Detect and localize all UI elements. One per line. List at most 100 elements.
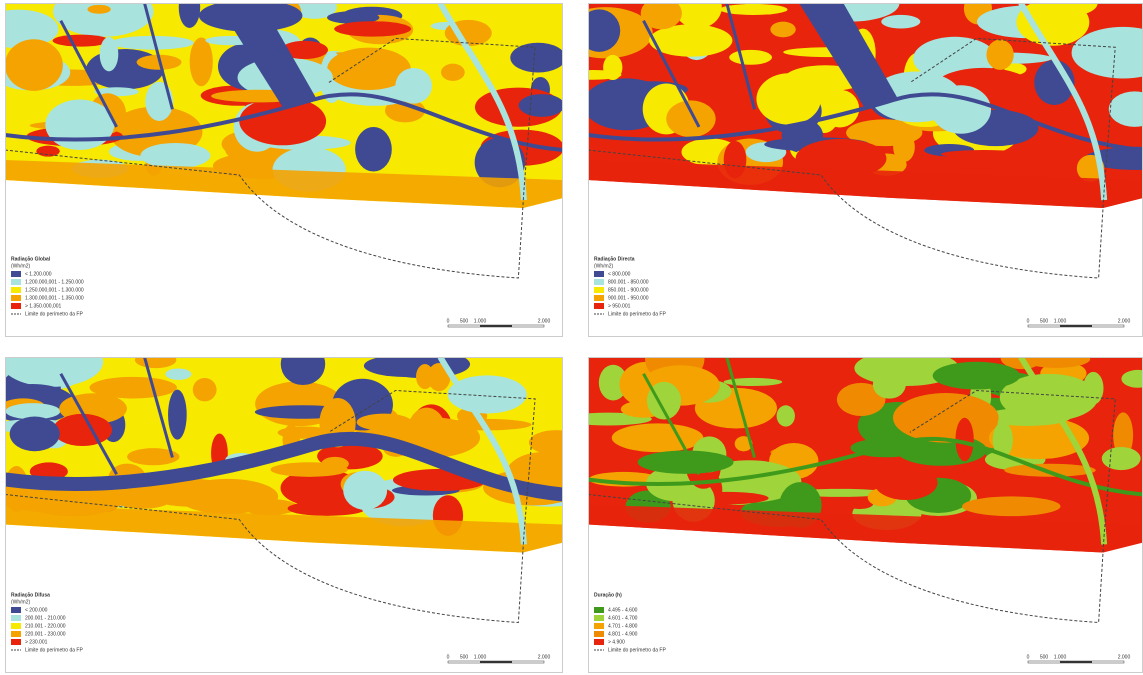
scale-label: 2.000 (538, 654, 551, 660)
legend-label: 220.001 - 230.000 (25, 631, 66, 637)
legend-label: Limite do perímetro da FP (608, 311, 666, 317)
map-panel: Duração (h) 4.495 - 4.600 4.601 - 4.700 4.7… (588, 357, 1143, 673)
legend-label: 4.701 - 4.800 (608, 623, 638, 629)
legend-label: < 800.000 (608, 271, 631, 277)
legend-swatch (594, 607, 604, 613)
map-patch (638, 450, 734, 473)
legend-label: Limite do perímetro da FP (25, 311, 83, 317)
legend-title: Duração (h) (594, 592, 622, 598)
legend-swatch (11, 287, 21, 293)
map-raster (5, 357, 563, 673)
legend-label: 4.601 - 4.700 (608, 615, 638, 621)
legend-title: Radiação Directa (594, 256, 635, 262)
legend-swatch (594, 639, 604, 645)
map-patch (53, 35, 110, 47)
map-patch (100, 37, 119, 71)
map-patch (874, 465, 937, 500)
map-patch (603, 55, 622, 80)
scale-label: 1.000 (474, 318, 487, 324)
legend-label: < 200.000 (25, 607, 48, 613)
map-patch (770, 22, 795, 38)
scale-label: 2.000 (1118, 318, 1131, 324)
scale-label: 500 (1040, 654, 1049, 660)
map-patch (962, 496, 1060, 516)
scale-bar (1060, 661, 1092, 663)
scale-label: 1.000 (474, 654, 487, 660)
legend-swatch (594, 631, 604, 637)
legend-label: > 230.001 (25, 639, 48, 645)
map-patch (53, 414, 112, 446)
map-patch (395, 68, 432, 104)
map-patch (87, 5, 110, 14)
map-patch (165, 368, 191, 379)
map-patch (193, 378, 217, 401)
legend-label: 4.801 - 4.900 (608, 631, 638, 637)
legend-title: Radiação Global (11, 256, 51, 262)
legend-swatch (594, 623, 604, 629)
map-panel: Radiação Directa(Wh/m2)< 800.000800.001 … (588, 3, 1143, 337)
scale-label: 0 (447, 654, 450, 660)
map-patch (748, 358, 836, 371)
legend-label: 900.001 - 950.000 (608, 295, 649, 301)
scale-label: 2.000 (538, 318, 551, 324)
legend-swatch (11, 631, 21, 637)
legend-swatch (11, 303, 21, 309)
map-patch (729, 50, 772, 65)
scale-label: 2.000 (1118, 654, 1131, 660)
legend-label: > 950.001 (608, 303, 631, 309)
map-patch (986, 40, 1013, 70)
legend-unit: (Wh/m2) (594, 263, 614, 269)
legend-unit: (Wh/m2) (11, 263, 31, 269)
map-patch (931, 85, 991, 134)
map-raster (588, 357, 1143, 673)
map-patch (777, 405, 795, 426)
legend-swatch (11, 615, 21, 621)
map-patch (190, 37, 213, 86)
scale-label: 0 (447, 318, 450, 324)
legend-swatch (11, 607, 21, 613)
legend-swatch (11, 295, 21, 301)
map-patch (519, 94, 563, 117)
map-patch (612, 423, 704, 452)
map-patch (45, 100, 114, 150)
legend-label: > 4.900 (608, 639, 625, 645)
map-patch (321, 457, 349, 471)
legend-swatch (594, 615, 604, 621)
map-band (588, 160, 1143, 337)
map-patch (334, 21, 411, 36)
scale-label: 1.000 (1054, 318, 1067, 324)
map-band (5, 504, 563, 673)
legend-label: 1.300.000,001 - 1.350.000 (25, 295, 84, 301)
legend-unit: (Wh/m2) (11, 599, 31, 605)
legend-label: 4.495 - 4.600 (608, 607, 638, 613)
map-raster (588, 3, 1143, 337)
legend-label: > 1.350.000,001 (25, 303, 62, 309)
legend-swatch (594, 287, 604, 293)
legend-label: 210.001 - 220.000 (25, 623, 66, 629)
map-band (5, 160, 563, 337)
map-patch (441, 64, 465, 81)
map-patch (1004, 464, 1095, 477)
legend-swatch (594, 303, 604, 309)
map-patch (941, 150, 1027, 158)
legend-label: 1.200.000,001 - 1.250.000 (25, 279, 84, 285)
scale-label: 500 (1040, 318, 1049, 324)
legend-swatch (594, 271, 604, 277)
map-patch (177, 479, 278, 514)
legend-label: < 1.200.000 (25, 271, 52, 277)
legend-swatch (11, 639, 21, 645)
page: Radiação Global(Wh/m2)< 1.200.0001.200.0… (0, 0, 1143, 675)
scale-label: 0 (1027, 318, 1030, 324)
scale-label: 500 (460, 654, 469, 660)
map-patch (881, 15, 920, 29)
map-patch (140, 143, 210, 168)
legend-label: Limite do perímetro da FP (608, 647, 666, 653)
map-patch (893, 393, 999, 443)
map-raster (5, 3, 563, 337)
map-patch (933, 362, 1020, 390)
legend-label: 850.001 - 900.000 (608, 287, 649, 293)
legend-swatch (11, 271, 21, 277)
scale-label: 500 (460, 318, 469, 324)
map-patch (168, 390, 187, 440)
